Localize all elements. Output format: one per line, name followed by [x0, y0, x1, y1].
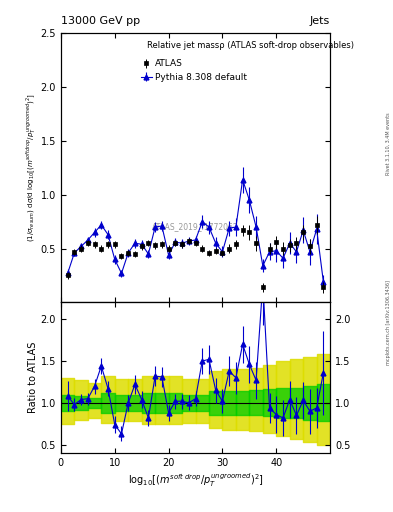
Text: Relative jet massρ (ATLAS soft-drop observables): Relative jet massρ (ATLAS soft-drop obse… — [147, 41, 354, 50]
Text: ATLAS_2019_I1772062: ATLAS_2019_I1772062 — [152, 223, 239, 231]
Legend: ATLAS, Pythia 8.308 default: ATLAS, Pythia 8.308 default — [138, 57, 250, 84]
Text: 13000 GeV pp: 13000 GeV pp — [61, 15, 140, 26]
Text: mcplots.cern.ch [arXiv:1306.3436]: mcplots.cern.ch [arXiv:1306.3436] — [386, 280, 391, 365]
Text: Rivet 3.1.10, 3.4M events: Rivet 3.1.10, 3.4M events — [386, 112, 391, 175]
Text: Jets: Jets — [310, 15, 330, 26]
Y-axis label: Ratio to ATLAS: Ratio to ATLAS — [28, 342, 38, 414]
Y-axis label: $(1/\sigma_{resum})$ d$\sigma$/d log$_{10}$[$(m^{soft drop}/p_T^{ungroomed})^2$]: $(1/\sigma_{resum})$ d$\sigma$/d log$_{1… — [25, 94, 38, 242]
X-axis label: log$_{10}$[$(m^{soft\ drop}/p_T^{ungroomed})^2$]: log$_{10}$[$(m^{soft\ drop}/p_T^{ungroom… — [128, 471, 263, 488]
